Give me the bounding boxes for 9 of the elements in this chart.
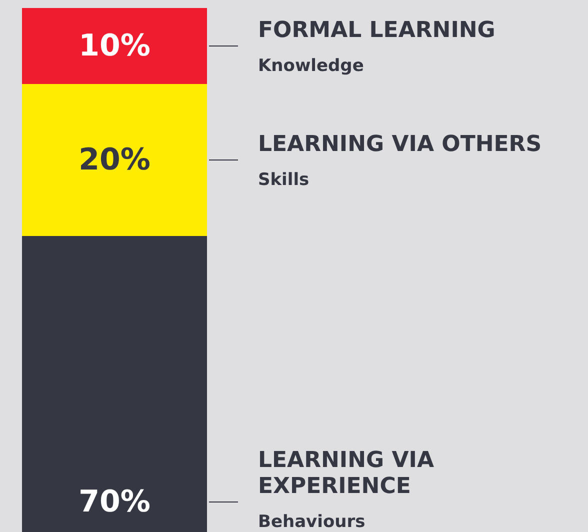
data-label: 70%	[78, 484, 150, 520]
text: Behaviours	[258, 512, 366, 532]
data-label: 20%	[78, 142, 150, 178]
text: LEARNING VIA OTHERS	[258, 132, 542, 157]
data-label: 10%	[78, 28, 150, 64]
text: Knowledge	[258, 56, 364, 76]
text: LEARNING VIA EXPERIENCE	[258, 448, 434, 499]
text: FORMAL LEARNING	[258, 18, 496, 43]
text: Skills	[258, 170, 310, 190]
